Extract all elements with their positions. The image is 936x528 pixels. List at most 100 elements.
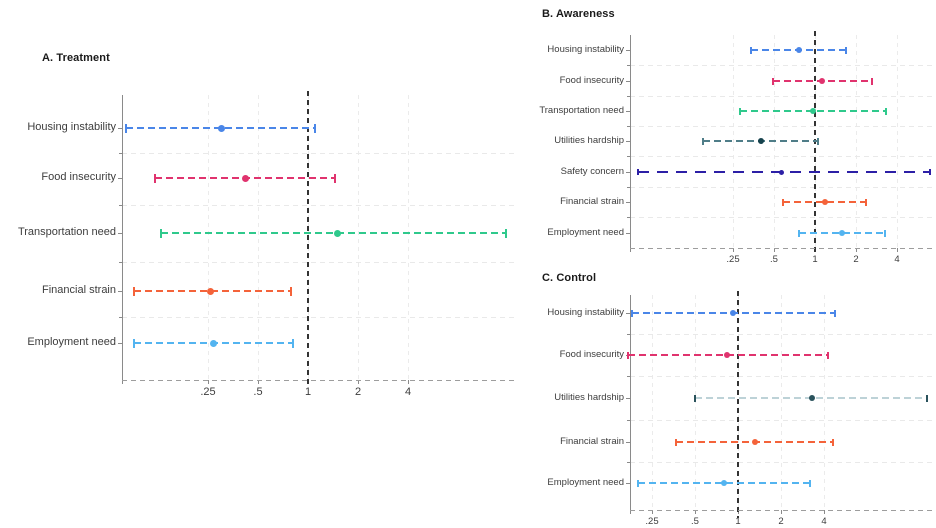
point-estimate-marker [818, 78, 825, 84]
y-axis-tick [626, 80, 630, 82]
row-label: Transportation need [539, 105, 624, 117]
panel-awareness-title: B. Awareness [542, 8, 615, 20]
x-tick-label: 4 [821, 516, 827, 527]
x-gridline [780, 295, 782, 510]
row-label: Food insecurity [41, 171, 116, 184]
y-gridline [122, 205, 515, 206]
y-gridline [630, 95, 935, 97]
x-tick-label: 4 [404, 386, 412, 398]
y-gridline [630, 125, 935, 127]
ci-cap-high [504, 228, 507, 238]
x-tick-label: .5 [691, 516, 699, 527]
point-estimate-marker [333, 229, 341, 237]
ci-cap-low [627, 351, 630, 359]
y-gridline [630, 65, 935, 66]
point-estimate-marker [757, 138, 764, 144]
x-axis-tick [207, 380, 209, 384]
y-gridline [630, 156, 935, 157]
row-label: Utilities hardship [554, 135, 624, 147]
ci-cap-low [154, 173, 157, 183]
ci-cap-low [637, 479, 640, 487]
panel-control: C. Control .25 .5 1 2 4 Housing instability F… [520, 264, 936, 528]
x-axis-line [122, 380, 515, 381]
row-label: Utilities hardship [554, 392, 624, 404]
y-axis-minor-tick [119, 316, 122, 318]
x-tick-label: 2 [354, 386, 362, 398]
y-gridline [630, 419, 935, 421]
ci-cap-low [159, 228, 162, 238]
y-axis-minor-tick [627, 376, 630, 377]
y-gridline [122, 316, 515, 318]
point-estimate-marker [809, 395, 816, 401]
x-gridline [823, 295, 825, 510]
row-label: Employment need [27, 336, 116, 349]
y-axis-minor-tick [627, 217, 630, 218]
y-axis-tick [118, 232, 122, 234]
ci-cap-high [831, 438, 834, 446]
ci-cap-high [313, 123, 316, 133]
y-axis-line [630, 295, 631, 514]
ci-cap-high [845, 46, 848, 54]
y-gridline [630, 376, 935, 377]
panel-control-plot: .25 .5 1 2 4 [626, 291, 935, 527]
y-axis-tick [626, 110, 630, 112]
row-label: Financial strain [42, 284, 116, 297]
ci-cap-low [630, 309, 633, 317]
y-gridline [630, 186, 935, 188]
y-gridline [122, 261, 515, 263]
y-axis-tick [626, 232, 630, 234]
x-tick-label: 1 [735, 516, 741, 527]
y-axis-tick [118, 342, 122, 344]
ci-cap-high [884, 229, 887, 237]
y-axis-line [122, 95, 123, 384]
y-axis-minor-tick [627, 125, 630, 127]
ci-cap-high [289, 286, 292, 296]
x-tick-label: .25 [726, 254, 740, 265]
y-axis-line [630, 35, 631, 252]
y-axis-tick [626, 397, 630, 399]
y-gridline [630, 217, 935, 218]
row-label: Food insecurity [559, 75, 624, 87]
y-axis-minor-tick [627, 186, 630, 188]
y-axis-tick [626, 441, 630, 443]
ci-cap-high [929, 169, 932, 175]
ci-cap-low [738, 107, 741, 115]
point-estimate-marker [210, 339, 218, 347]
ci-cap-low [797, 229, 800, 237]
point-estimate-marker [217, 124, 225, 132]
x-tick-label: .5 [770, 254, 778, 265]
ci-line [160, 232, 506, 234]
row-label: Transportation need [17, 226, 116, 239]
reference-line-or1 [737, 291, 739, 518]
point-estimate-marker [810, 108, 817, 114]
panel-treatment-plot: .25 .5 1 2 4 [118, 91, 515, 398]
x-tick-label: 4 [894, 254, 900, 265]
panel-awareness: B. Awareness .25 .5 1 2 4 Housing instabilit… [520, 0, 936, 265]
x-gridline [357, 95, 359, 380]
ci-cap-high [827, 351, 830, 359]
x-tick-label: 2 [853, 254, 859, 265]
x-gridline [407, 95, 409, 380]
row-label: Employment need [547, 477, 624, 489]
y-axis-tick [626, 312, 630, 314]
ci-cap-low [694, 394, 696, 402]
reference-line-or1 [814, 31, 816, 256]
ci-cap-high [291, 338, 294, 348]
x-axis-line [630, 248, 935, 249]
reference-line-or1 [307, 91, 309, 388]
ci-cap-high [870, 77, 873, 85]
y-axis-minor-tick [627, 462, 630, 463]
x-tick-label: .5 [253, 386, 263, 398]
panel-treatment: A. Treatment .25 .5 1 2 4 Housing instabilit… [0, 0, 520, 400]
y-axis-tick [626, 49, 630, 51]
point-estimate-marker [821, 199, 828, 205]
y-gridline [122, 152, 515, 154]
row-label: Financial strain [560, 196, 624, 208]
ci-cap-low [675, 438, 678, 446]
point-estimate-marker [752, 439, 759, 445]
ci-cap-low [781, 198, 784, 206]
ci-cap-high [809, 479, 812, 487]
x-axis-tick [773, 248, 775, 252]
x-gridline [257, 95, 259, 380]
x-axis-tick [823, 510, 825, 514]
